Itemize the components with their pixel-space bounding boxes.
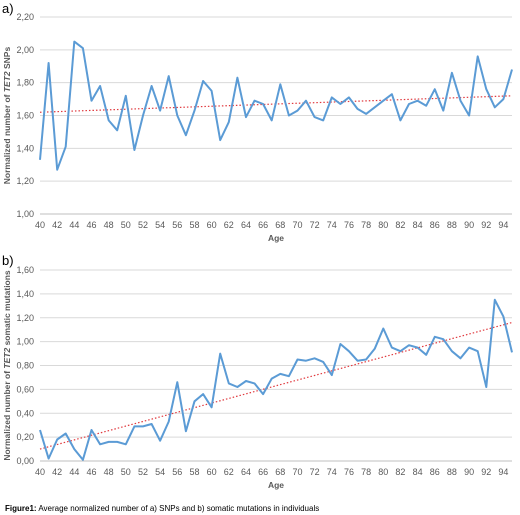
series-line xyxy=(39,40,513,171)
y-tick-label: 2,20 xyxy=(16,12,34,22)
x-tick-label: 72 xyxy=(310,467,320,477)
x-tick-label: 64 xyxy=(241,467,251,477)
y-tick-label: 0,60 xyxy=(16,384,34,394)
x-tick-label: 58 xyxy=(189,467,199,477)
x-tick-label: 88 xyxy=(447,467,457,477)
y-tick-label: 1,40 xyxy=(16,289,34,299)
x-tick-label: 94 xyxy=(498,467,508,477)
x-tick-label: 42 xyxy=(52,467,62,477)
y-tick-label: 0,80 xyxy=(16,361,34,371)
x-tick-label: 50 xyxy=(121,220,131,230)
x-tick-label: 86 xyxy=(430,220,440,230)
x-tick-label: 92 xyxy=(481,220,491,230)
chart-a: 1,00 1,20 1,40 1,60 1,80 2,00 2,20 40 42 44 46 48 50… xyxy=(2,12,513,243)
x-tick-label: 72 xyxy=(310,220,320,230)
x-tick-label: 40 xyxy=(35,467,45,477)
x-tick-label: 76 xyxy=(344,467,354,477)
x-tick-label: 42 xyxy=(52,220,62,230)
x-tick-label: 48 xyxy=(104,467,114,477)
x-tick-label: 56 xyxy=(172,467,182,477)
x-tick-label: 46 xyxy=(86,220,96,230)
x-tick-label: 74 xyxy=(327,220,337,230)
y-tick-label: 1,60 xyxy=(16,111,34,121)
panel-a-label: a) xyxy=(2,1,14,16)
y-axis-title: Normalized number of TET2 somatic mutati… xyxy=(2,270,12,461)
x-tick-label: 54 xyxy=(155,220,165,230)
x-tick-label: 58 xyxy=(189,220,199,230)
x-tick-label: 44 xyxy=(69,467,79,477)
x-axis-title: Age xyxy=(268,480,284,490)
y-tick-label: 1,00 xyxy=(16,337,34,347)
y-axis-title-suffix: SNPs xyxy=(2,47,12,72)
y-axis-title-gene: TET2 xyxy=(2,71,12,92)
y-tick-label: 1,00 xyxy=(16,209,34,219)
x-tick-label: 46 xyxy=(86,467,96,477)
caption-label: Figure1: xyxy=(5,504,37,513)
chart-b: 0,00 0,20 0,40 0,60 0,80 1,00 1,20 1,40 1,60 40 42… xyxy=(2,265,513,490)
y-tick-label: 1,20 xyxy=(16,313,34,323)
x-tick-label: 70 xyxy=(292,220,302,230)
x-tick-label: 54 xyxy=(155,467,165,477)
x-tick-label: 86 xyxy=(430,467,440,477)
x-tick-label: 78 xyxy=(361,467,371,477)
y-axis-title: Normalized number of TET2 SNPs xyxy=(2,47,12,185)
y-tick-label: 1,80 xyxy=(16,78,34,88)
x-tick-label: 64 xyxy=(241,220,251,230)
x-tick-label: 60 xyxy=(207,220,217,230)
x-tick-label: 82 xyxy=(395,467,405,477)
x-tick-label: 90 xyxy=(464,220,474,230)
x-tick-label: 48 xyxy=(104,220,114,230)
y-tick-label: 0,00 xyxy=(16,456,34,466)
trendline xyxy=(39,321,513,450)
x-tick-label: 84 xyxy=(413,467,423,477)
y-axis-title-suffix: somatic mutations xyxy=(2,270,12,348)
caption-text: Average normalized number of a) SNPs and… xyxy=(36,504,320,513)
x-tick-label: 60 xyxy=(207,467,217,477)
x-tick-label: 52 xyxy=(138,220,148,230)
x-tick-label: 78 xyxy=(361,220,371,230)
y-axis-title-prefix: Normalized number of xyxy=(2,92,12,184)
x-tick-label: 90 xyxy=(464,467,474,477)
x-tick-label: 62 xyxy=(224,467,234,477)
y-tick-label: 0,20 xyxy=(16,432,34,442)
x-tick-label: 94 xyxy=(498,220,508,230)
series-line xyxy=(39,298,513,461)
x-axis-title: Age xyxy=(268,233,284,243)
x-tick-label: 68 xyxy=(275,467,285,477)
x-tick-label: 66 xyxy=(258,220,268,230)
x-tick-label: 88 xyxy=(447,220,457,230)
x-tick-label: 92 xyxy=(481,467,491,477)
x-tick-label: 70 xyxy=(292,467,302,477)
x-tick-label: 76 xyxy=(344,220,354,230)
x-tick-label: 82 xyxy=(395,220,405,230)
y-tick-label: 2,00 xyxy=(16,45,34,55)
x-tick-label: 74 xyxy=(327,467,337,477)
y-axis-title-gene: TET2 xyxy=(2,348,12,369)
y-tick-label: 1,60 xyxy=(16,265,34,275)
x-tick-label: 44 xyxy=(69,220,79,230)
x-tick-label: 56 xyxy=(172,220,182,230)
x-tick-label: 52 xyxy=(138,467,148,477)
x-tick-label: 80 xyxy=(378,467,388,477)
y-tick-label: 1,40 xyxy=(16,143,34,153)
x-tick-label: 68 xyxy=(275,220,285,230)
x-tick-label: 66 xyxy=(258,467,268,477)
x-tick-label: 84 xyxy=(413,220,423,230)
figure-caption: Figure1: Average normalized number of a)… xyxy=(5,504,319,513)
panel-b-label: b) xyxy=(2,253,14,268)
x-tick-label: 62 xyxy=(224,220,234,230)
x-tick-label: 80 xyxy=(378,220,388,230)
y-tick-label: 0,40 xyxy=(16,408,34,418)
y-axis-title-prefix: Normalized number of xyxy=(2,369,12,461)
x-tick-label: 50 xyxy=(121,467,131,477)
y-tick-label: 1,20 xyxy=(16,176,34,186)
x-tick-label: 40 xyxy=(35,220,45,230)
